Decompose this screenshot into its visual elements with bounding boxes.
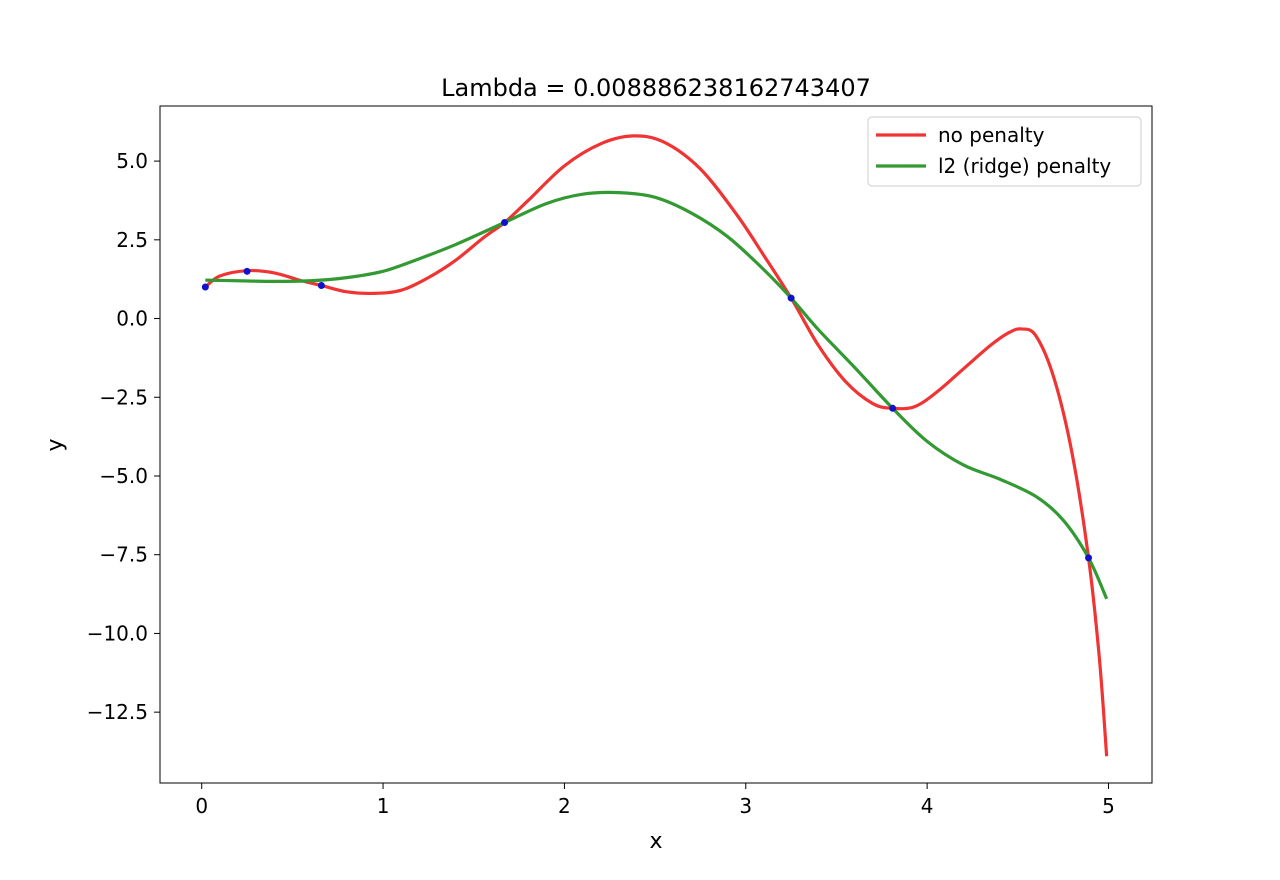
x-tick-label: 4: [921, 794, 934, 818]
x-tick-label: 5: [1102, 794, 1115, 818]
data-point: [201, 283, 209, 291]
legend-label: l2 (ridge) penalty: [938, 154, 1111, 178]
y-tick-label: −12.5: [87, 700, 148, 724]
x-tick-label: 1: [377, 794, 390, 818]
plot-frame: [159, 105, 1153, 784]
x-axis-label: x: [649, 829, 662, 854]
x-axis: 0 1 2 3 4 5: [195, 783, 1115, 818]
x-tick-label: 3: [739, 794, 752, 818]
data-point: [243, 267, 251, 275]
legend-box: [867, 116, 1142, 187]
y-tick-label: −10.0: [87, 621, 148, 645]
x-tick-label: 0: [195, 794, 208, 818]
data-point: [889, 404, 897, 412]
series-line-ridge-penalty: [205, 190, 1109, 600]
data-point: [317, 281, 325, 289]
y-tick-label: 0.0: [116, 307, 148, 331]
data-point: [501, 219, 509, 227]
x-tick-label: 2: [558, 794, 571, 818]
y-tick-label: −7.5: [99, 543, 148, 567]
chart-title: Lambda = 0.008886238162743407: [441, 74, 871, 102]
y-axis: 5.0 2.5 0.0 −2.5 −5.0 −7.5 −10.0 −12.5: [87, 149, 160, 724]
y-tick-label: 5.0: [116, 149, 148, 173]
y-axis-label: y: [43, 438, 68, 451]
legend-label: no penalty: [938, 123, 1045, 147]
y-tick-label: 2.5: [116, 228, 148, 252]
data-point: [1085, 554, 1093, 562]
y-tick-label: −2.5: [99, 385, 148, 409]
y-tick-label: −5.0: [99, 464, 148, 488]
plot-area: [159, 105, 1153, 784]
series-line-no-penalty: [204, 134, 1109, 757]
data-point: [787, 294, 795, 302]
legend: no penalty l2 (ridge) penalty: [867, 116, 1142, 187]
